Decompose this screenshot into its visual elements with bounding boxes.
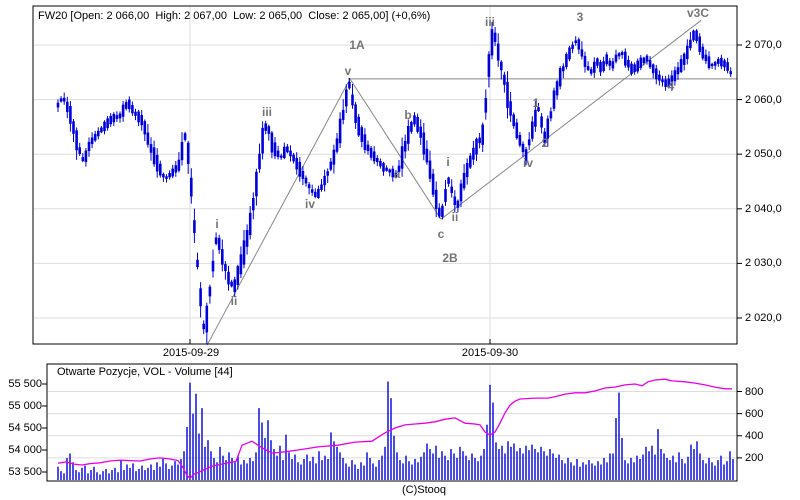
- price-axis-label: 2 020,0: [745, 312, 782, 324]
- volume-axis-label: 800: [745, 385, 764, 398]
- price-panel-border: [32, 5, 738, 345]
- volume-axis-label: 400: [745, 429, 764, 442]
- wave-label: a: [393, 166, 401, 181]
- x-axis-date-label: 2015-09-29: [162, 347, 220, 359]
- wave-label: 1: [532, 95, 540, 110]
- wave-label: iii: [484, 15, 496, 30]
- volume-bars: [57, 381, 734, 480]
- wave-label: 1A: [349, 38, 365, 52]
- wave-label: i: [446, 154, 450, 169]
- wave-label: ii: [451, 209, 459, 224]
- wave-label: iv: [304, 196, 316, 211]
- price-axis-label: 2 050,0: [745, 148, 782, 161]
- open-positions-axis-label: 53 500: [8, 466, 42, 478]
- wave-label: 3: [576, 10, 584, 25]
- wave-label: v: [344, 64, 352, 79]
- wave-label: i: [215, 216, 219, 231]
- wave-label: 2: [541, 135, 549, 150]
- wave-label: iii: [261, 104, 273, 119]
- copyright-label: (C)Stooq: [401, 484, 447, 496]
- volume-panel-title: Otwarte Pozycje, VOL - Volume [44]: [57, 366, 233, 378]
- open-positions-axis-label: 54 500: [8, 422, 42, 434]
- panel-borders: [32, 5, 738, 482]
- open-positions-axis-label: 55 500: [8, 378, 42, 390]
- volume-panel-border: [46, 363, 738, 482]
- price-axis-label: 2 030,0: [745, 257, 782, 270]
- volume-axis-label: 200: [745, 451, 764, 464]
- wave-label: 4: [667, 78, 675, 93]
- open-positions-axis-label: 55 000: [8, 400, 42, 412]
- candlestick-series: [56, 22, 732, 344]
- price-axis-label: 2 060,0: [745, 93, 782, 106]
- wave-label: 2B: [442, 250, 458, 265]
- open-positions-line: [57, 378, 732, 480]
- wave-label: v3C: [686, 5, 710, 20]
- axis-ticks: [42, 44, 742, 473]
- open-positions-axis-label: 54 000: [8, 444, 42, 456]
- volume-axis-label: 600: [745, 407, 764, 420]
- chart-title: FW20 [Open: 2 066,00 High: 2 067,00 Low:…: [38, 10, 431, 22]
- price-axis-label: 2 070,0: [745, 39, 782, 51]
- wave-label: c: [437, 226, 445, 241]
- gridlines: [34, 7, 736, 480]
- wave-label: ii: [230, 293, 238, 308]
- x-axis-date-label: 2015-09-30: [461, 347, 519, 359]
- price-axis-label: 2 040,0: [745, 202, 782, 215]
- wave-label: iv: [522, 155, 534, 170]
- wave-label: b: [404, 107, 412, 122]
